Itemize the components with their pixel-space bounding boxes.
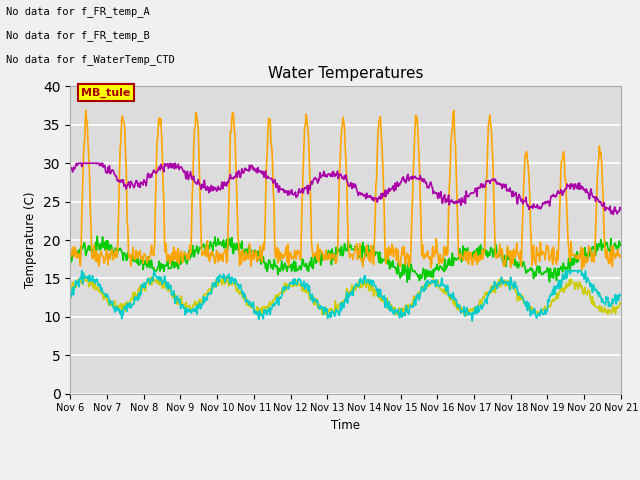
WaterT [67,290,74,296]
CondTemp [413,175,421,181]
CondTemp [190,173,198,179]
CondTemp [67,167,74,172]
MDTemp_A [468,318,476,324]
Line: FD_Temp_1: FD_Temp_1 [70,110,621,270]
Text: MB_tule: MB_tule [81,88,131,98]
FD_Temp_1 [190,147,198,153]
FR_temp_C [403,279,411,285]
MDTemp_A [67,295,74,301]
Text: No data for f_FR_temp_B: No data for f_FR_temp_B [6,30,150,41]
CondTemp [429,191,437,196]
FR_temp_C [93,233,101,239]
Text: No data for f_WaterTemp_CTD: No data for f_WaterTemp_CTD [6,54,175,65]
WaterT [617,300,625,306]
MDTemp_A [77,276,84,282]
FR_temp_C [67,252,74,257]
CondTemp [617,206,625,212]
CondTemp [134,182,141,188]
WaterT [77,277,84,283]
MDTemp_A [413,294,421,300]
WaterT [190,301,198,307]
FD_Temp_1 [429,244,437,250]
FD_Temp_1 [82,108,90,113]
Y-axis label: Temperature (C): Temperature (C) [24,192,38,288]
WaterT [81,272,88,277]
MDTemp_A [134,298,141,303]
CondTemp [77,160,85,166]
Line: CondTemp: CondTemp [70,163,621,215]
CondTemp [609,212,617,217]
MDTemp_A [617,293,625,299]
X-axis label: Time: Time [331,419,360,432]
FR_temp_C [190,254,198,260]
FD_Temp_1 [413,115,421,120]
CondTemp [73,160,81,166]
WaterT [429,276,437,282]
MDTemp_A [190,307,198,313]
WaterT [134,290,141,296]
MDTemp_A [78,268,86,274]
FD_Temp_1 [617,253,625,259]
FD_Temp_1 [134,255,141,261]
MDTemp_A [429,280,437,286]
Line: FR_temp_C: FR_temp_C [70,236,621,282]
Text: No data for f_FR_temp_A: No data for f_FR_temp_A [6,6,150,17]
FD_Temp_1 [578,267,586,273]
WaterT [461,313,468,319]
Line: MDTemp_A: MDTemp_A [70,271,621,321]
Title: Water Temperatures: Water Temperatures [268,66,423,81]
FR_temp_C [430,266,438,272]
FR_temp_C [219,240,227,246]
CondTemp [219,186,227,192]
FR_temp_C [77,254,84,260]
MDTemp_A [219,276,227,281]
FR_temp_C [617,242,625,248]
FR_temp_C [414,274,422,280]
FR_temp_C [134,254,141,260]
WaterT [413,293,421,299]
FD_Temp_1 [77,263,84,268]
WaterT [219,276,227,282]
FD_Temp_1 [219,259,227,264]
FD_Temp_1 [67,250,74,255]
Line: WaterT: WaterT [70,275,621,316]
